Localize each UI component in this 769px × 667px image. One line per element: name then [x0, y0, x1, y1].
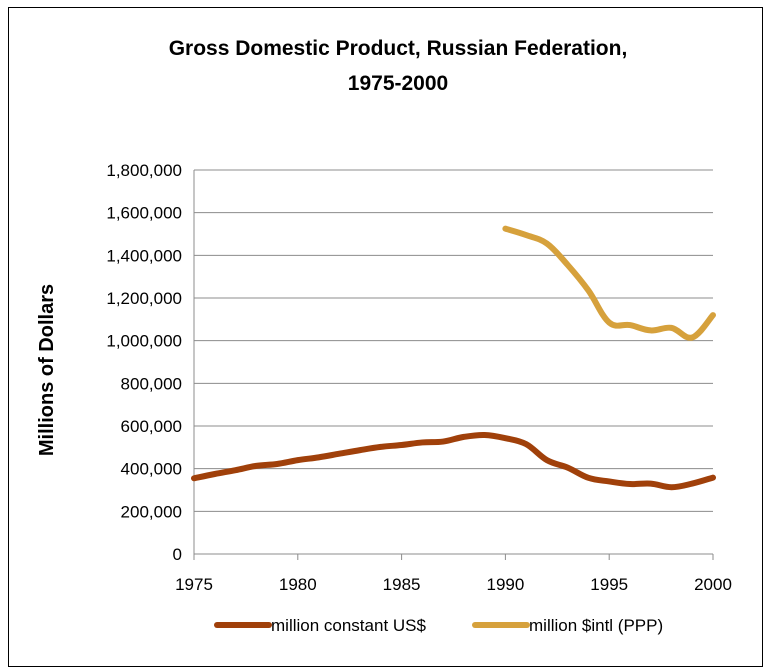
y-tick-label: 1,400,000: [106, 246, 182, 265]
chart-title-line-1: Gross Domestic Product, Russian Federati…: [169, 37, 628, 60]
x-tick-label: 2000: [694, 575, 732, 594]
x-tick-label: 1985: [383, 575, 421, 594]
y-tick-label: 0: [173, 545, 182, 564]
series-2: [505, 229, 713, 338]
legend-label: million $intl (PPP): [529, 616, 663, 635]
y-tick-label: 600,000: [121, 417, 182, 436]
gdp-line-chart: Gross Domestic Product, Russian Federati…: [9, 8, 764, 651]
gridlines: [194, 170, 713, 560]
x-tick-label: 1980: [279, 575, 317, 594]
y-tick-label: 1,600,000: [106, 204, 182, 223]
y-tick-label: 1,800,000: [106, 161, 182, 180]
y-tick-labels: 0 200,000 400,000 600,000 800,000 1,000,000 1,…: [106, 161, 182, 564]
legend: million constant US$ million $intl (PPP): [217, 616, 663, 635]
y-tick-label: 200,000: [121, 502, 182, 521]
series-1: [194, 435, 713, 487]
y-tick-label: 1,000,000: [106, 332, 182, 351]
legend-label: million constant US$: [271, 616, 427, 635]
y-tick-label: 1,200,000: [106, 289, 182, 308]
series-line: [194, 435, 713, 487]
x-tick-labels: 1975 1980 1985 1990 1995 2000: [175, 575, 732, 594]
x-tick-label: 1975: [175, 575, 213, 594]
y-axis-label: Millions of Dollars: [36, 284, 58, 456]
y-tick-label: 400,000: [121, 460, 182, 479]
chart-title-line-2: 1975-2000: [348, 72, 448, 95]
y-tick-label: 800,000: [121, 374, 182, 393]
series-line: [505, 229, 713, 338]
chart-frame: Gross Domestic Product, Russian Federati…: [8, 7, 763, 667]
x-tick-label: 1990: [486, 575, 524, 594]
x-tick-label: 1995: [590, 575, 628, 594]
series-lines: [194, 229, 713, 488]
